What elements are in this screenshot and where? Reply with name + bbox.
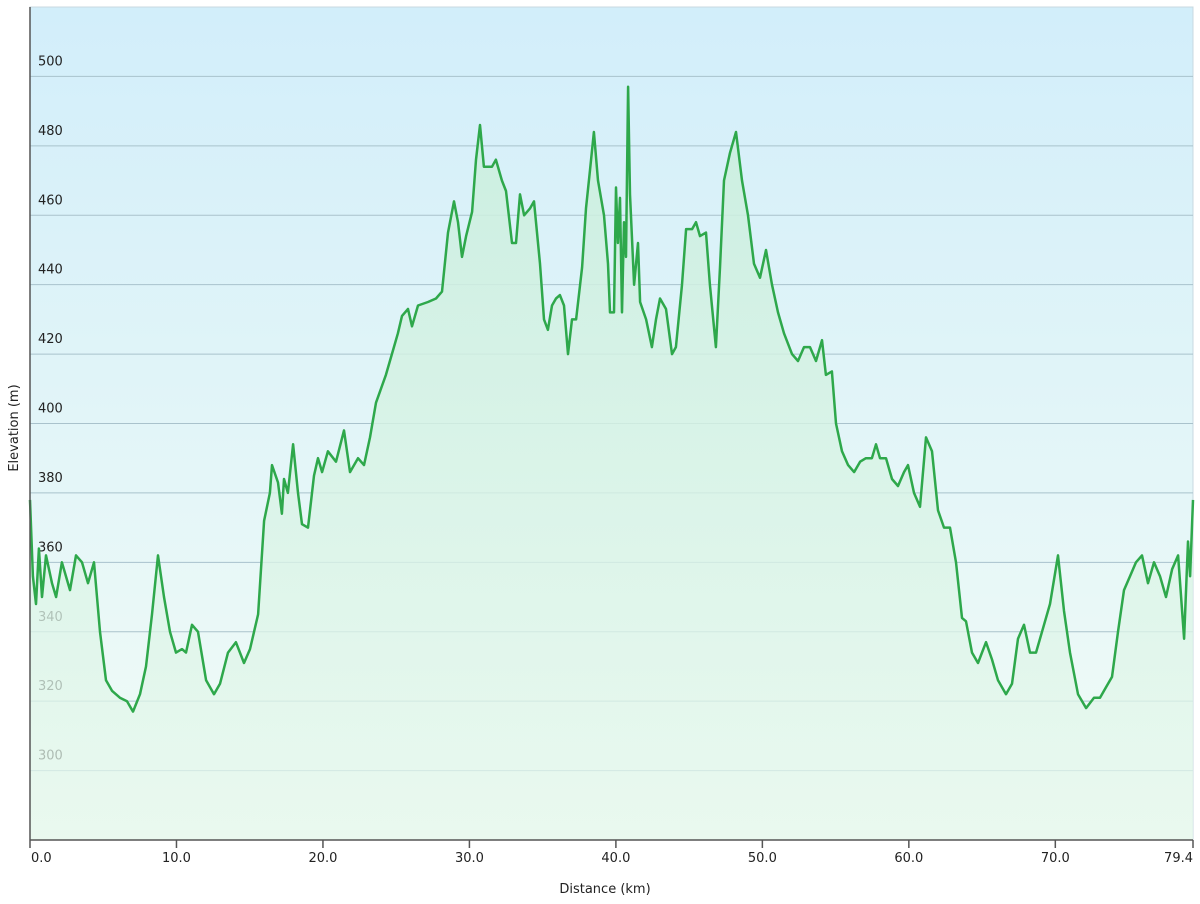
y-tick-label: 440 [38, 263, 63, 278]
y-tick-label: 400 [38, 402, 63, 417]
x-tick-label: 70.0 [1041, 851, 1070, 866]
y-tick-label: 460 [38, 193, 63, 208]
x-tick-label: 30.0 [455, 851, 484, 866]
x-tick-label: 60.0 [894, 851, 923, 866]
x-tick-label: 79.4 [1164, 851, 1193, 866]
y-tick-label: 480 [38, 124, 63, 139]
y-axis-label: Elevation (m) [7, 384, 22, 471]
x-tick-label: 0.0 [31, 851, 52, 866]
y-tick-label: 380 [38, 471, 63, 486]
x-tick-label: 40.0 [601, 851, 630, 866]
x-axis-label: Distance (km) [559, 882, 650, 897]
y-tick-label: 500 [38, 54, 63, 69]
elevation-line [28, 85, 1195, 713]
y-tick-label: 420 [38, 332, 63, 347]
x-tick-label: 20.0 [308, 851, 337, 866]
x-tick-label: 10.0 [162, 851, 191, 866]
elevation-area [30, 86, 1193, 841]
x-tick-label: 50.0 [748, 851, 777, 866]
y-tick-label: 360 [38, 540, 63, 555]
